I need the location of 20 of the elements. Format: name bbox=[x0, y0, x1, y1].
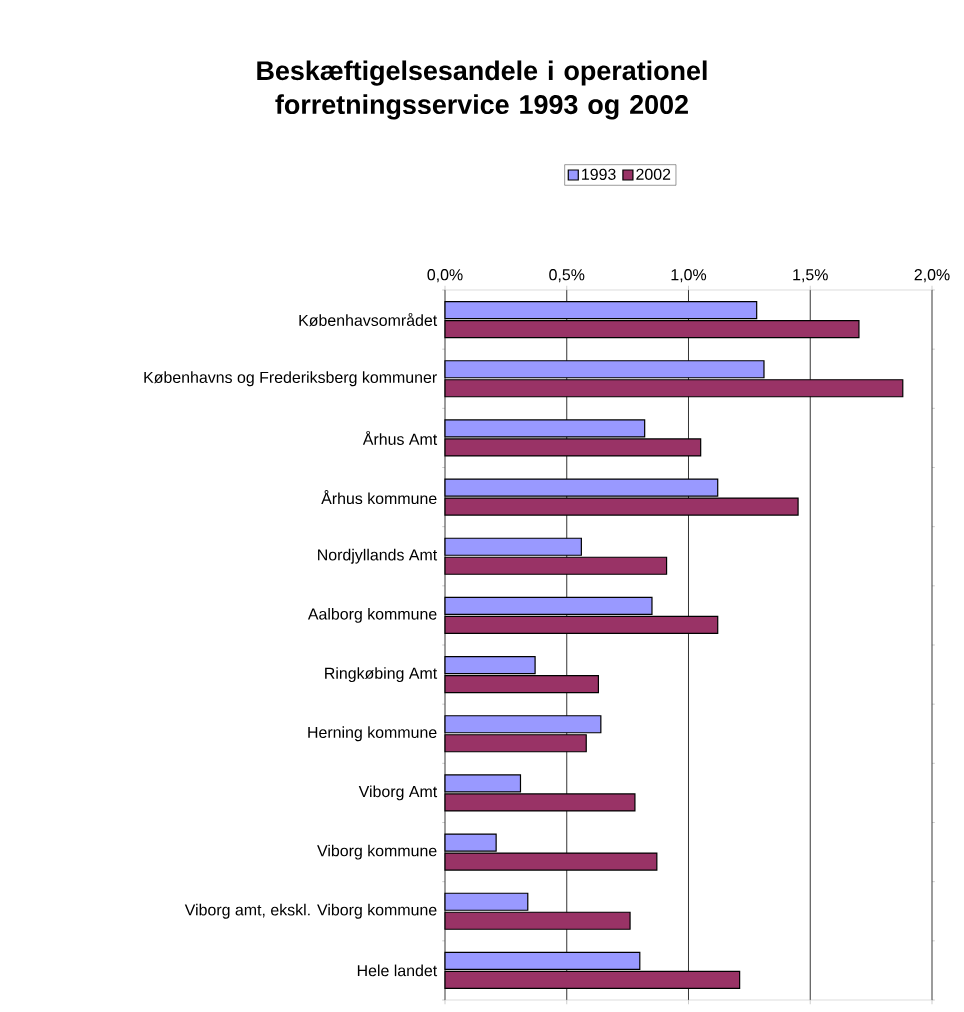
legend-label: 2002 bbox=[636, 168, 671, 180]
y-tick-label: Viborg kommune bbox=[317, 844, 437, 860]
y-tick-label: Københavsområdet bbox=[299, 313, 438, 327]
y-tick-label: Ringkøbing Amt bbox=[325, 667, 438, 683]
x-tick-label: 0,0% bbox=[427, 269, 463, 283]
y-tick-label: Hele landet bbox=[357, 964, 438, 977]
y-tick-label: Københavns og Frederiksberg kommuner bbox=[144, 371, 437, 387]
y-tick-label: Nordjyllands Amt bbox=[318, 548, 438, 564]
x-tick-label: 1,5% bbox=[793, 269, 828, 283]
y-tick-label: Aalborg kommune bbox=[307, 607, 437, 623]
y-tick-label: Viborg amt, ekskl. Viborg kommune bbox=[184, 903, 437, 919]
x-tick-label: 2,0% bbox=[914, 269, 950, 283]
y-tick-label: Herning kommune bbox=[308, 726, 437, 742]
y-tick-label: Århus Amt bbox=[362, 430, 438, 445]
y-tick-label: Århus kommune bbox=[321, 490, 437, 505]
legend-label: 1993 bbox=[582, 168, 616, 180]
y-tick-label: Viborg Amt bbox=[358, 785, 438, 801]
chart-title: Beskæftigelsesandele i operationel forretningsservice 1993 og 2002 bbox=[257, 60, 707, 120]
x-tick-label: 1,0% bbox=[671, 269, 707, 283]
x-tick-label: 0,5% bbox=[549, 269, 585, 283]
